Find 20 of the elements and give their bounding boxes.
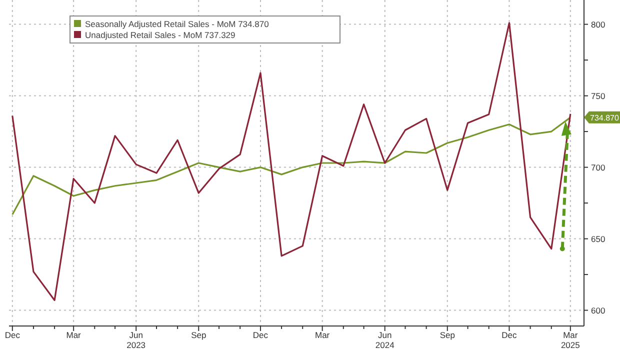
x-tick-label: Jun 2024 (375, 330, 395, 350)
line-series (12, 22, 572, 302)
legend-label: Seasonally Adjusted Retail Sales - MoM 734.870 (85, 19, 270, 29)
y-tick-label: 750 (591, 90, 606, 101)
x-tick-label: Sep (191, 330, 206, 340)
y-tick-label: 600 (591, 305, 606, 316)
legend-label: Unadjusted Retail Sales - MoM 737.329 (85, 30, 236, 40)
y-tick-label: 700 (591, 162, 606, 172)
x-tick-label: Dec (502, 330, 518, 340)
y-tick-label: 650 (591, 234, 606, 244)
x-tick-label: Mar (66, 330, 82, 340)
x-tick-label: Jun 2023 (126, 330, 146, 350)
x-tick-label: Dec (252, 330, 269, 340)
text: 734.870 (590, 113, 620, 122)
x-tick-label: Sep (440, 330, 456, 340)
x-tick-label: Dec (4, 330, 21, 340)
y-tick-label: 800 (591, 19, 606, 30)
x-tick-label: Mar 2025 (560, 330, 580, 350)
x-tick-label: Mar (315, 330, 330, 340)
line-series (12, 116, 572, 216)
